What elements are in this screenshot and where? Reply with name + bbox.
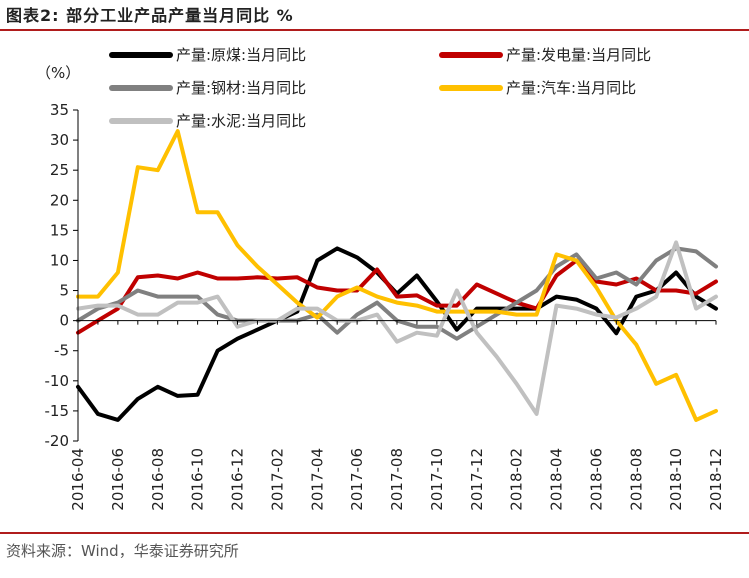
y-tick-label: -15 [45, 402, 70, 420]
x-tick-label: 2018-10 [667, 448, 685, 511]
y-tick-label: 25 [50, 161, 69, 179]
x-tick-label: 2018-04 [548, 448, 566, 511]
x-tick-label: 2017-12 [468, 448, 486, 511]
x-tick-label: 2018-02 [508, 448, 526, 511]
x-tick-label: 2016-12 [229, 448, 247, 511]
x-tick-label: 2017-08 [388, 448, 406, 511]
x-tick-label: 2017-10 [428, 448, 446, 511]
series-line-2 [76, 258, 718, 335]
series-layer [76, 129, 718, 422]
legend-label-2: 产量:发电量:当月同比 [506, 46, 651, 64]
source-note: 资料来源：Wind，华泰证券研究所 [6, 542, 239, 560]
x-tick-label: 2017-04 [308, 448, 326, 511]
y-tick-label: -10 [45, 372, 70, 390]
figure-title: 图表2: 部分工业产品产量当月同比 % [6, 6, 294, 25]
legend-label-5: 产量:水泥:当月同比 [176, 112, 306, 130]
legend-label-3: 产量:钢材:当月同比 [176, 79, 306, 97]
y-tick-label: 30 [50, 131, 69, 149]
legend-label-4: 产量:汽车:当月同比 [506, 79, 636, 97]
bottom-rule [0, 532, 749, 534]
y-tick-label: 20 [50, 191, 69, 209]
x-tick-label: 2017-06 [348, 448, 366, 511]
x-tick-label: 2017-02 [268, 448, 286, 511]
top-rule [0, 29, 749, 31]
x-tick-label: 2018-08 [627, 448, 645, 511]
y-axis-label: （%） [36, 64, 80, 82]
y-tick-label: 15 [50, 221, 69, 239]
y-tick-label: 35 [50, 101, 69, 119]
x-tick-label: 2016-10 [189, 448, 207, 511]
y-tick-label: -5 [54, 342, 69, 360]
x-tick-label: 2018-12 [707, 448, 725, 511]
y-tick-label: 5 [59, 282, 69, 300]
y-tick-label: -20 [45, 432, 70, 450]
x-tick-label: 2018-06 [587, 448, 605, 511]
y-tick-label: 10 [50, 251, 69, 269]
x-tick-label: 2016-08 [149, 448, 167, 511]
legend-label-1: 产量:原煤:当月同比 [176, 46, 306, 64]
y-tick-label: 0 [59, 312, 69, 330]
series-line-5 [76, 240, 718, 416]
x-tick-label: 2016-04 [69, 448, 87, 511]
series-line-4 [76, 129, 718, 422]
x-tick-label: 2016-06 [109, 448, 127, 511]
